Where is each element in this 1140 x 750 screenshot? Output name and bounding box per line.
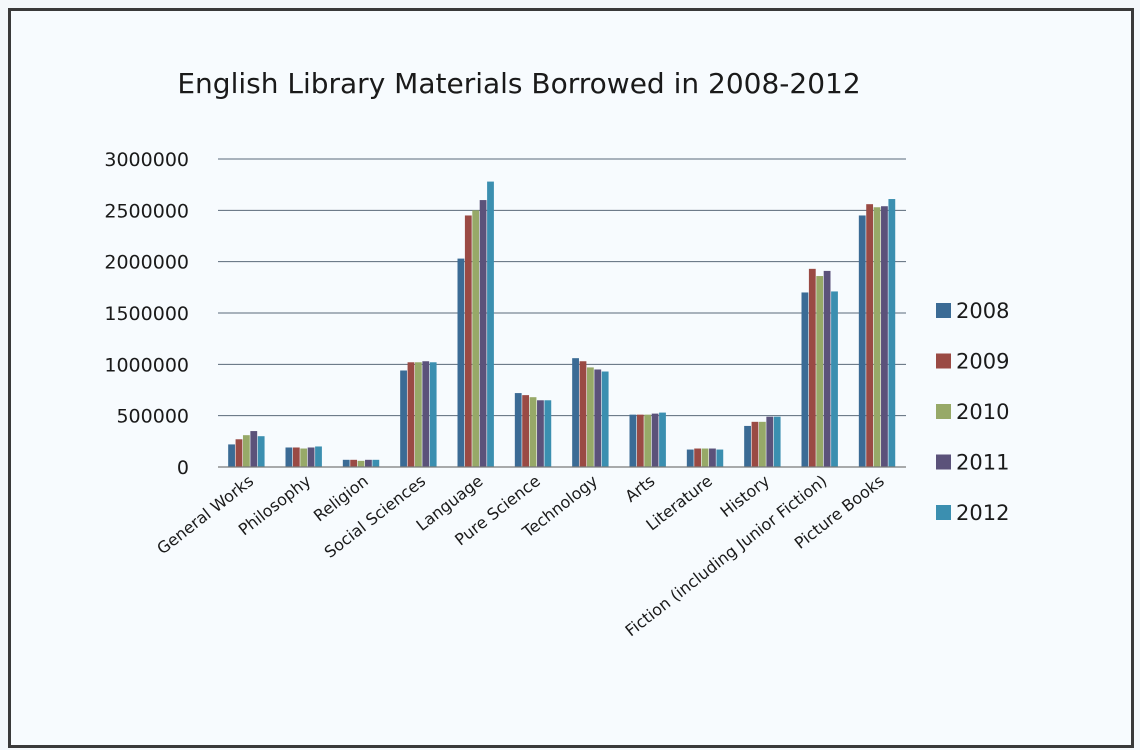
bar-2009-technology bbox=[579, 361, 587, 467]
bar-2010-general-works bbox=[242, 435, 250, 467]
bar-2012-technology bbox=[601, 371, 609, 467]
bar-2011-technology bbox=[594, 369, 602, 467]
legend-swatch-2012 bbox=[936, 505, 951, 520]
bar-2009-literature bbox=[694, 448, 702, 467]
legend-label-2010: 2010 bbox=[956, 400, 1009, 424]
legend: 2008 2009 2010 2011 2012 bbox=[936, 299, 1009, 525]
y-tick-label: 3000000 bbox=[104, 149, 189, 171]
bar-2011-literature bbox=[709, 448, 716, 467]
y-tick-label: 0 bbox=[177, 457, 189, 479]
bar-2008-fiction-including-junior-fiction- bbox=[801, 292, 809, 467]
legend-swatch-2009 bbox=[936, 353, 951, 369]
legend-label-2012: 2012 bbox=[956, 501, 1009, 525]
bar-2010-fiction-including-junior-fiction- bbox=[816, 276, 824, 467]
bar-2012-philosophy bbox=[315, 446, 322, 467]
bar-2009-fiction-including-junior-fiction- bbox=[808, 268, 816, 467]
bar-2008-general-works bbox=[228, 444, 235, 467]
x-tick-label: Arts bbox=[621, 471, 658, 506]
bar-2010-religion bbox=[357, 460, 365, 467]
x-tick-label: Fiction (including Junior Fiction) bbox=[622, 471, 831, 640]
legend-swatch-2010 bbox=[936, 404, 951, 419]
y-axis-tick-labels: 0 500000 1000000 1500000 2000000 2500000 30000… bbox=[104, 149, 189, 479]
bar-2009-religion bbox=[350, 459, 358, 467]
bar-2008-religion bbox=[342, 459, 350, 467]
bar-2009-history bbox=[751, 421, 759, 467]
bar-2008-history bbox=[744, 425, 751, 467]
bar-2009-pure-science bbox=[522, 395, 530, 467]
x-tick-label: General Works bbox=[153, 471, 257, 558]
bar-2011-language bbox=[479, 200, 487, 467]
legend-label-2009: 2009 bbox=[956, 350, 1009, 374]
chart-frame: English Library Materials Borrowed in 20… bbox=[8, 8, 1134, 748]
y-tick-label: 1000000 bbox=[104, 354, 189, 376]
bar-2011-pure-science bbox=[537, 400, 544, 467]
bar-2008-technology bbox=[572, 358, 579, 467]
bar-2010-history bbox=[758, 421, 766, 467]
bar-2012-history bbox=[773, 416, 781, 467]
bar-2012-literature bbox=[716, 449, 724, 467]
x-tick-label: Social Sciences bbox=[321, 471, 430, 562]
bar-2012-general-works bbox=[257, 436, 265, 467]
legend-swatch-2011 bbox=[936, 454, 951, 470]
chart-title: English Library Materials Borrowed in 20… bbox=[177, 67, 860, 100]
bar-2008-language bbox=[457, 258, 465, 467]
bar-2012-religion bbox=[372, 459, 380, 467]
bar-2011-fiction-including-junior-fiction- bbox=[823, 270, 831, 467]
bar-2008-pure-science bbox=[514, 393, 522, 467]
bar-2010-literature bbox=[701, 448, 709, 467]
bar-2010-technology bbox=[586, 367, 594, 467]
bar-2009-language bbox=[464, 215, 472, 467]
bar-2010-pure-science bbox=[529, 397, 537, 467]
bar-2009-general-works bbox=[235, 439, 243, 467]
legend-label-2011: 2011 bbox=[956, 451, 1009, 475]
bar-2011-religion bbox=[365, 459, 372, 467]
bar-2011-philosophy bbox=[307, 447, 315, 467]
bar-chart: English Library Materials Borrowed in 20… bbox=[104, 67, 1009, 640]
bar-2012-social-sciences bbox=[429, 362, 437, 467]
bar-2010-social-sciences bbox=[414, 362, 422, 467]
bar-2010-picture-books bbox=[873, 207, 881, 467]
bars bbox=[228, 181, 896, 468]
legend-label-2008: 2008 bbox=[956, 299, 1009, 323]
bar-2009-social-sciences bbox=[407, 362, 415, 467]
bar-2012-fiction-including-junior-fiction- bbox=[831, 291, 838, 467]
bar-2011-general-works bbox=[250, 431, 258, 467]
bar-2010-philosophy bbox=[300, 448, 308, 467]
y-tick-label: 2000000 bbox=[104, 252, 189, 274]
bar-2008-philosophy bbox=[285, 447, 293, 467]
bar-2011-arts bbox=[651, 413, 659, 467]
bar-2011-history bbox=[766, 416, 774, 467]
bar-2008-literature bbox=[686, 449, 694, 467]
y-tick-label: 1500000 bbox=[104, 303, 189, 325]
gridlines bbox=[218, 158, 906, 417]
bar-2009-picture-books bbox=[866, 204, 874, 468]
bar-2012-language bbox=[487, 181, 494, 467]
bar-2012-picture-books bbox=[888, 199, 896, 468]
bar-2011-picture-books bbox=[881, 206, 888, 468]
bar-2012-arts bbox=[659, 412, 666, 467]
bar-2009-philosophy bbox=[292, 447, 300, 467]
bar-2008-arts bbox=[629, 414, 637, 467]
bar-2012-pure-science bbox=[544, 400, 552, 467]
bar-2009-arts bbox=[636, 414, 644, 467]
bar-2008-social-sciences bbox=[400, 370, 407, 467]
y-tick-label: 2500000 bbox=[104, 200, 189, 222]
bar-2008-picture-books bbox=[858, 215, 866, 467]
bar-2010-language bbox=[472, 210, 480, 467]
legend-swatch-2008 bbox=[936, 303, 951, 318]
bar-2010-arts bbox=[644, 414, 652, 467]
y-tick-label: 500000 bbox=[116, 406, 189, 428]
bar-2011-social-sciences bbox=[422, 361, 430, 467]
